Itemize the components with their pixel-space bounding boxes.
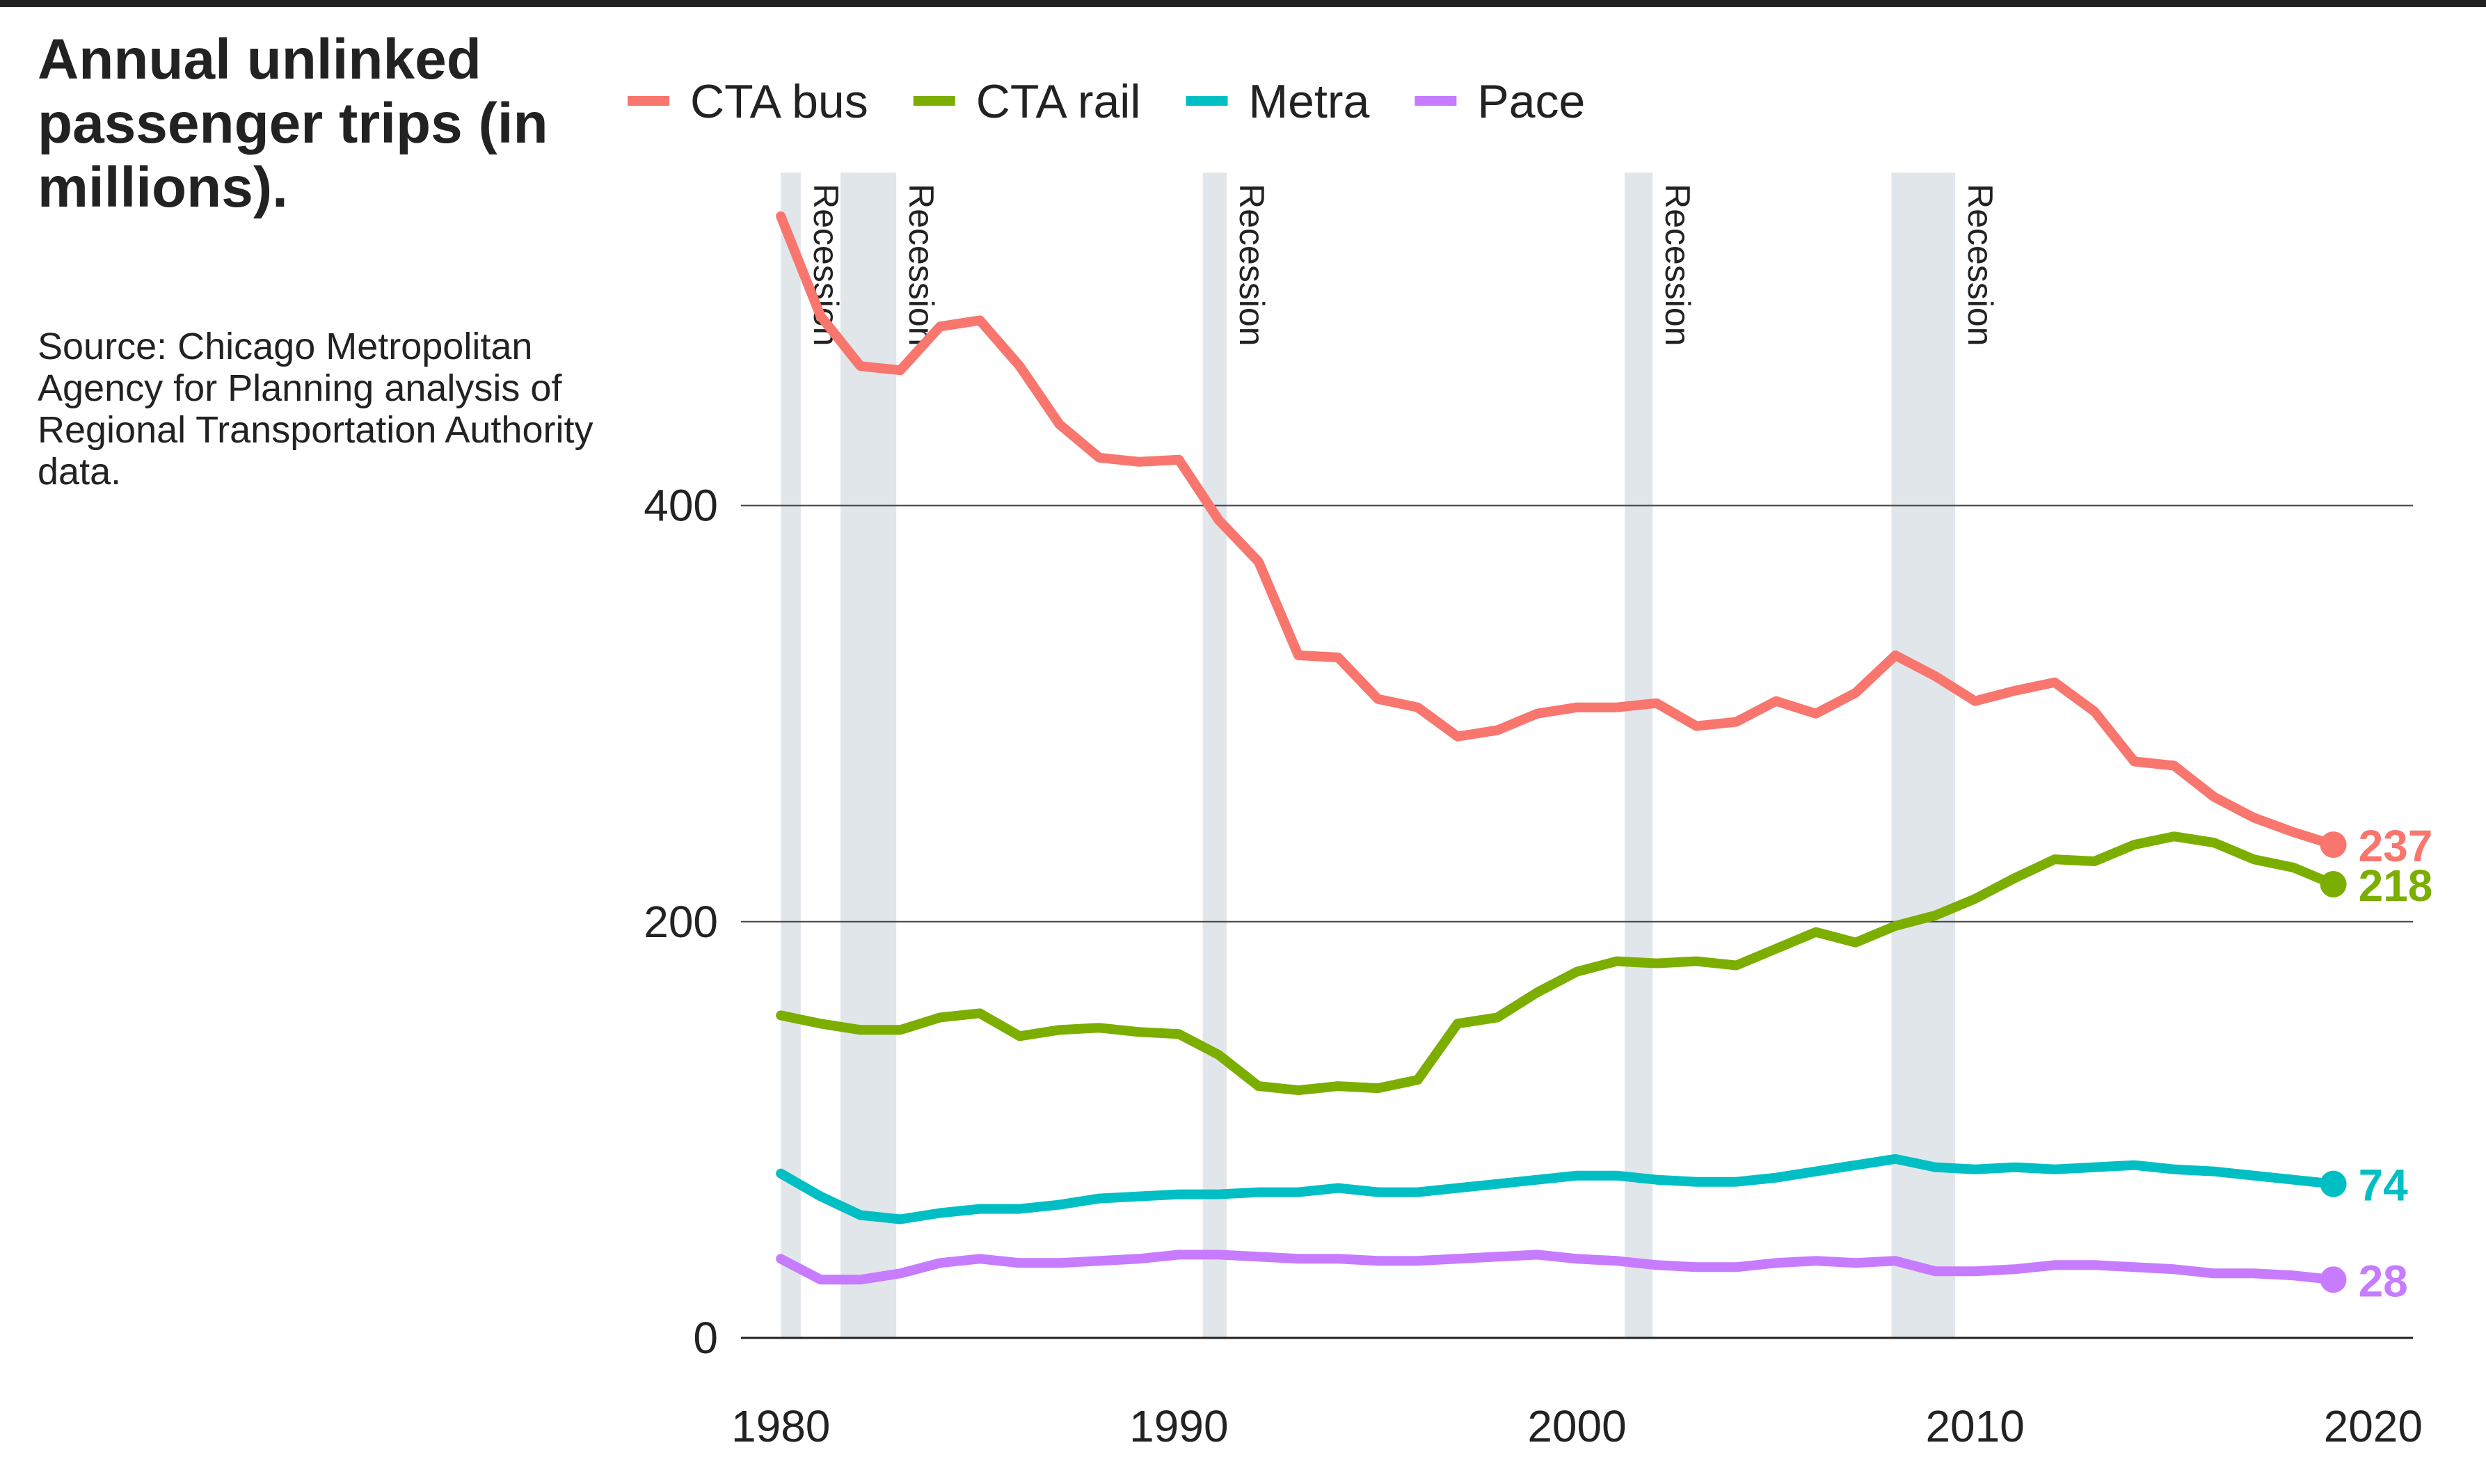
end-point-metra (2320, 1170, 2347, 1197)
y-axis-ticks: 0 200 400 (644, 481, 718, 1363)
legend: CTA bus CTA rail Metra Pace (628, 75, 1585, 128)
legend-label-cta-bus: CTA bus (690, 75, 868, 128)
x-tick-label-2020: 2020 (2324, 1401, 2423, 1451)
recession-band-3 (1625, 173, 1653, 1338)
end-label-cta-rail: 218 (2359, 861, 2433, 911)
recession-label-1: Recession (902, 184, 941, 346)
series-line-cta-bus (776, 211, 2338, 850)
y-gridlines (741, 504, 2413, 923)
end-label-pace: 28 (2359, 1256, 2408, 1306)
legend-label-pace: Pace (1477, 75, 1585, 128)
y-tick-label-0: 0 (693, 1313, 718, 1363)
chart-title: Annual unlinked passenger trips (in mill… (38, 28, 548, 219)
series-lines (776, 211, 2338, 1285)
x-tick-label-1980: 1980 (731, 1401, 830, 1451)
x-axis-ticks: 1980 1990 2000 2010 2020 (731, 1401, 2423, 1451)
recession-label-2: Recession (1232, 184, 1271, 346)
recession-band-4 (1891, 173, 1956, 1338)
end-point-pace (2320, 1266, 2347, 1293)
end-label-cta-bus: 237 (2359, 821, 2433, 871)
series-line-pace (776, 1250, 2338, 1285)
legend-label-metra: Metra (1249, 75, 1370, 128)
x-tick-label-2010: 2010 (1925, 1401, 2024, 1451)
legend-item-cta-rail: CTA rail (913, 75, 1141, 128)
legend-item-pace: Pace (1415, 75, 1585, 128)
end-point-cta-bus (2320, 831, 2347, 859)
source-note: Source: Chicago Metropolitan Agency for … (38, 326, 593, 493)
legend-item-cta-bus: CTA bus (628, 75, 868, 128)
recession-label-3: Recession (1658, 184, 1697, 346)
recession-bands: Recession Recession Recession Recession Rece… (781, 173, 2000, 1338)
recession-label-4: Recession (1961, 184, 2000, 346)
top-rule (0, 0, 2486, 7)
x-tick-label-2000: 2000 (1527, 1401, 1626, 1451)
end-label-metra: 74 (2359, 1160, 2409, 1211)
legend-label-cta-rail: CTA rail (976, 75, 1141, 128)
y-tick-label-200: 200 (644, 897, 718, 947)
end-point-cta-rail (2320, 870, 2347, 897)
series-line-cta-rail (776, 831, 2338, 1096)
y-tick-label-400: 400 (644, 481, 718, 531)
recession-band-0 (781, 173, 801, 1338)
series-line-metra (776, 1154, 2338, 1224)
legend-item-metra: Metra (1186, 75, 1370, 128)
recession-band-2 (1202, 173, 1227, 1338)
x-tick-label-1990: 1990 (1129, 1401, 1228, 1451)
